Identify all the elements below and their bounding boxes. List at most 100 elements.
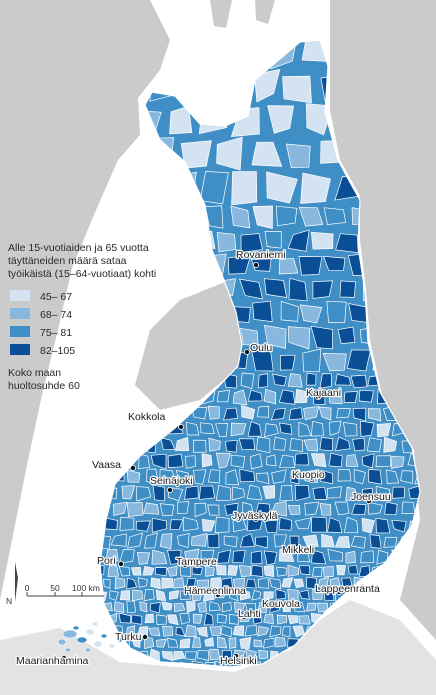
municipality-area [176,533,190,549]
municipality-area [143,502,160,515]
municipality-area [142,438,158,454]
municipality-area [250,348,274,372]
municipality-area [318,406,332,421]
municipality-area [327,548,343,562]
municipality-area [105,548,119,565]
municipality-area [304,501,320,516]
municipality-area [263,591,274,600]
municipality-area [287,229,310,252]
municipality-area [151,549,168,565]
municipality-area [203,612,214,626]
municipality-area [337,326,356,344]
municipality-area [160,437,176,450]
municipality-area [81,534,94,548]
municipality-area [131,614,143,625]
municipality-area [100,440,109,452]
municipality-area [148,627,161,637]
municipality-area [383,589,395,601]
municipality-area [209,626,221,636]
city-marker-icon [314,393,321,400]
city-label: Mikkeli [282,544,314,556]
municipality-area [118,566,131,577]
municipality-area [119,452,133,469]
legend-label: 82–105 [40,345,75,357]
municipality-area [135,424,152,436]
municipality-area [131,566,142,576]
municipality-area [110,533,127,547]
municipality-area [282,601,291,613]
municipality-area [239,278,263,300]
municipality-area [126,577,138,590]
municipality-area [255,536,268,549]
municipality-area [228,254,252,275]
scale-tick-label: 0 [25,583,30,593]
municipality-area [241,404,256,420]
municipality-area [321,533,335,548]
north-arrow-icon [15,562,18,602]
municipality-area [159,503,175,516]
municipality-area [345,550,356,564]
municipality-area [375,455,391,468]
municipality-area [136,552,151,565]
municipality-area [336,564,347,576]
city-layer: Rovaniemi Oulu Kajaani Kokkola Vaasa Seinäjok… [15,248,392,668]
municipality-area [192,613,203,624]
municipality-area [207,405,220,420]
municipality-area [278,516,292,531]
municipality-area [216,232,237,253]
municipality-area [80,503,95,516]
municipality-area [279,485,293,502]
municipality-area [306,576,318,589]
municipality-area [125,649,136,662]
legend-title-line: työikäistä (15–64-vuotiaat) kohti [8,268,156,280]
municipality-area [72,278,91,299]
municipality-area [302,534,319,547]
municipality-area [186,577,197,588]
aland-island [64,647,72,653]
city-label: Seinäjoki [150,475,193,487]
municipality-area [263,324,287,349]
municipality-area [207,504,220,516]
municipality-area [217,636,228,649]
municipality-area [220,625,233,638]
municipality-area [376,549,389,565]
city-label: Oulu [250,342,272,354]
legend-note-line: Koko maan [8,367,61,379]
municipality-area [223,407,239,421]
municipality-area [256,472,270,485]
aland-island [76,636,88,644]
municipality-area [280,354,296,371]
municipality-area [391,549,405,566]
legend-label: 45– 67 [40,291,72,303]
municipality-area [172,577,185,589]
municipality-area [238,438,255,450]
municipality-area [252,205,273,230]
municipality-area [107,564,120,577]
municipality-area [150,577,161,590]
municipality-area [263,550,278,566]
municipality-area [119,590,130,601]
city-marker-icon [214,592,221,599]
aland-archipelago [57,621,124,653]
municipality-area [391,519,407,533]
city-label: Maarianhamina [16,655,89,667]
municipality-area [230,422,247,437]
municipality-area [323,207,347,225]
municipality-area [246,484,263,501]
municipality-area [287,326,311,350]
municipality-area [119,549,135,564]
municipality-area [298,565,311,575]
municipality-area [209,648,221,660]
municipality-area [275,637,286,648]
municipality-area [361,517,375,534]
municipality-area [263,613,274,625]
aland-island [84,647,92,653]
municipality-area [112,373,128,389]
city-marker-icon [296,548,303,555]
city-label: Lappeenranta [315,583,380,595]
aland-island [108,643,116,649]
municipality-area [239,636,252,649]
municipality-area [180,140,212,169]
municipality-area [257,626,270,637]
city-marker-icon [335,589,342,596]
